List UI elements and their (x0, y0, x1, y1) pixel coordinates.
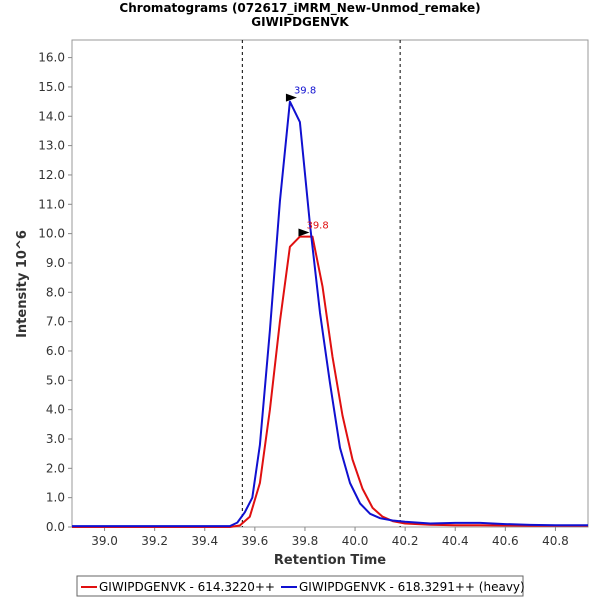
x-tick-label: 39.8 (292, 534, 319, 548)
y-tick-label: 3.0 (46, 432, 65, 446)
y-tick-label: 9.0 (46, 256, 65, 270)
x-axis: 39.0 39.2 39.4 39.6 39.8 40.0 40.2 40.4 40.6 40.8 (91, 527, 569, 548)
peak-annotations: 39.8 39.8 (285, 86, 329, 237)
chart-subtitle: GIWIPDGENVK (251, 15, 349, 29)
y-tick-label: 13.0 (38, 139, 65, 153)
y-tick-label: 15.0 (38, 80, 65, 94)
legend-label-heavy: GIWIPDGENVK - 618.3291++ (heavy) (299, 580, 525, 594)
chart-title: Chromatograms (072617_iMRM_New-Unmod_rem… (119, 1, 480, 16)
x-tick-label: 39.0 (91, 534, 118, 548)
x-tick-label: 40.4 (442, 534, 469, 548)
x-tick-label: 40.6 (492, 534, 519, 548)
series-line-heavy (72, 100, 588, 528)
x-tick-label: 40.2 (392, 534, 419, 548)
y-tick-label: 2.0 (46, 461, 65, 475)
legend-label-light: GIWIPDGENVK - 614.3220++ (99, 580, 275, 594)
x-axis-label: Retention Time (274, 553, 386, 568)
y-tick-label: 0.0 (46, 520, 65, 534)
y-tick-label: 7.0 (46, 315, 65, 329)
x-tick-label: 40.8 (542, 534, 569, 548)
y-tick-label: 6.0 (46, 344, 65, 358)
peak-label-light: 39.8 (306, 221, 328, 232)
y-axis: 0.0 1.0 2.0 3.0 4.0 5.0 6.0 7.0 8.0 9.0 10.0 11.0 12… (38, 51, 72, 534)
x-tick-label: 40.0 (342, 534, 369, 548)
y-tick-label: 14.0 (38, 109, 65, 123)
legend: GIWIPDGENVK - 614.3220++ GIWIPDGENVK - 6… (76, 575, 525, 597)
y-tick-label: 10.0 (38, 227, 65, 241)
peak-marker-arrow (285, 93, 297, 102)
series-line-light (72, 235, 588, 528)
y-tick-label: 8.0 (46, 285, 65, 299)
x-tick-label: 39.6 (241, 534, 268, 548)
y-tick-label: 4.0 (46, 403, 65, 417)
x-tick-label: 39.4 (191, 534, 218, 548)
y-tick-label: 1.0 (46, 491, 65, 505)
peak-label-heavy: 39.8 (294, 86, 316, 97)
y-tick-label: 11.0 (38, 197, 65, 211)
y-tick-label: 12.0 (38, 168, 65, 182)
y-axis-label: Intensity 10^6 (15, 230, 30, 338)
plot-area[interactable] (71, 39, 589, 528)
y-tick-label: 5.0 (46, 373, 65, 387)
series-group (72, 100, 588, 528)
x-tick-label: 39.2 (141, 534, 168, 548)
y-tick-label: 16.0 (38, 51, 65, 65)
peak-marker-arrow (298, 228, 310, 237)
legend-box (76, 575, 524, 597)
